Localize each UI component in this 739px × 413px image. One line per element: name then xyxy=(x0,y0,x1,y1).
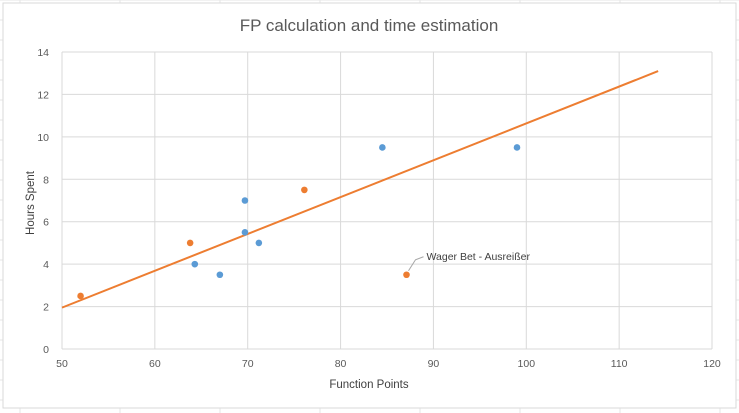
x-tick-label: 50 xyxy=(56,358,68,370)
data-point[interactable] xyxy=(186,239,194,247)
data-point[interactable] xyxy=(216,271,224,279)
annotations: Wager Bet - Ausreißer xyxy=(408,251,531,272)
x-tick-label: 120 xyxy=(703,358,721,370)
annotation-leader-line xyxy=(408,256,424,272)
data-point[interactable] xyxy=(191,260,199,268)
y-tick-label: 8 xyxy=(43,174,49,186)
data-point[interactable] xyxy=(241,229,249,236)
x-tick-label: 90 xyxy=(428,358,440,370)
y-tick-label: 14 xyxy=(37,47,49,59)
data-point[interactable] xyxy=(77,292,84,300)
data-point[interactable] xyxy=(241,197,249,204)
x-tick-label: 80 xyxy=(335,358,347,370)
y-tick-label: 6 xyxy=(43,217,49,229)
annotation-label: Wager Bet - Ausreißer xyxy=(427,251,531,263)
data-points xyxy=(77,144,521,300)
data-point[interactable] xyxy=(255,239,263,247)
x-tick-label: 70 xyxy=(242,358,254,370)
chart-title: FP calculation and time estimation xyxy=(240,16,499,35)
x-tick-label: 60 xyxy=(149,358,161,370)
y-axis-title: Hours Spent xyxy=(25,170,37,235)
y-tick-label: 0 xyxy=(43,344,49,356)
y-tick-label: 10 xyxy=(37,132,49,144)
y-tick-label: 12 xyxy=(37,89,49,101)
trendline-layer xyxy=(61,70,659,309)
x-axis-title: Function Points xyxy=(329,379,409,391)
y-tick-label: 4 xyxy=(43,259,49,271)
data-point[interactable] xyxy=(379,144,386,151)
x-tick-label: 110 xyxy=(611,358,628,370)
data-point[interactable] xyxy=(301,186,308,194)
trendline xyxy=(61,70,659,309)
y-tick-label: 2 xyxy=(43,302,49,314)
data-point[interactable] xyxy=(403,271,410,279)
x-tick-label: 100 xyxy=(518,358,536,370)
data-point[interactable] xyxy=(513,144,521,151)
tick-labels: 50 60 70 80 90 100 110 120 0 2 4 6 8 10 12 14 xyxy=(37,47,721,370)
